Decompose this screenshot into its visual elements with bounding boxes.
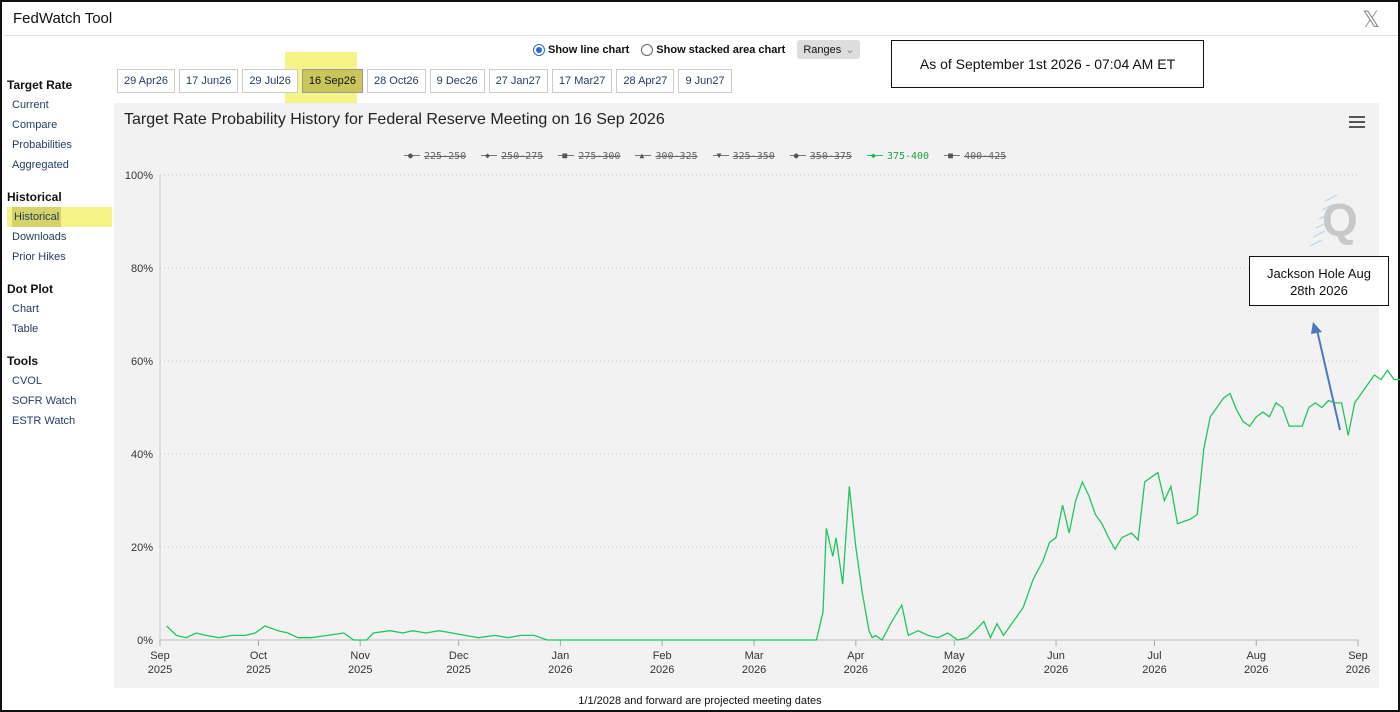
legend-label: 400-425 xyxy=(964,150,1007,162)
line-chart-label: Show line chart xyxy=(548,43,630,56)
jackson-hole-annotation: Jackson Hole Aug 28th 2026 xyxy=(1249,256,1389,306)
legend-marker-icon: ● xyxy=(404,151,420,161)
title-bar: FedWatch Tool 𝕏 xyxy=(4,4,1398,36)
tab-17-mar27[interactable]: 17 Mar27 xyxy=(551,69,613,93)
legend-marker-icon: ▼ xyxy=(712,151,729,161)
close-icon[interactable]: 𝕏 xyxy=(1362,8,1380,33)
legend-label: 325-350 xyxy=(732,150,775,162)
sidebar-item-prior-hikes[interactable]: Prior Hikes xyxy=(12,251,66,263)
sidebar-heading-historical: Historical xyxy=(7,190,62,204)
tab-9-dec26[interactable]: 9 Dec26 xyxy=(429,69,485,93)
tab-29-jul26[interactable]: 29 Jul26 xyxy=(242,69,298,93)
ranges-dropdown[interactable]: Ranges ⌄ xyxy=(797,40,861,59)
legend-item-300-325[interactable]: ▲ 300-325 xyxy=(635,149,698,163)
legend-label: 225-250 xyxy=(424,150,467,162)
tab-28-oct26[interactable]: 28 Oct26 xyxy=(367,69,426,93)
stacked-chart-radio[interactable] xyxy=(641,43,654,56)
chart-options: Show line chart Show stacked area chart … xyxy=(533,40,861,59)
tab-27-jan27[interactable]: 27 Jan27 xyxy=(488,69,548,93)
meeting-tabs: 29 Apr26 17 Jun26 29 Jul26 16 Sep26 28 Oct26… xyxy=(117,69,732,93)
stacked-chart-option[interactable]: Show stacked area chart xyxy=(641,43,786,56)
legend-marker-icon: ■ xyxy=(944,151,961,161)
line-chart-option[interactable]: Show line chart xyxy=(533,43,630,56)
legend-marker-icon: ◆ xyxy=(866,151,883,161)
sidebar-item-table[interactable]: Table xyxy=(12,323,39,335)
as-of-box: As of September 1st 2026 - 07:04 AM ET xyxy=(891,40,1204,88)
legend-label: 300-325 xyxy=(655,150,698,162)
legend-item-250-275[interactable]: ◆ 250-275 xyxy=(481,149,543,163)
legend-label: 250-275 xyxy=(501,150,544,162)
tab-9-jun27[interactable]: 9 Jun27 xyxy=(678,69,732,93)
legend-marker-icon: ▲ xyxy=(635,151,652,161)
chevron-down-icon: ⌄ xyxy=(845,44,855,56)
tab-28-apr27[interactable]: 28 Apr27 xyxy=(616,69,675,93)
legend-marker-icon: ● xyxy=(789,151,806,161)
sidebar-item-downloads[interactable]: Downloads xyxy=(12,231,67,243)
legend-item-275-300[interactable]: ■ 275-300 xyxy=(558,149,620,163)
legend-item-375-400[interactable]: ◆ 375-400 xyxy=(866,149,930,163)
sidebar: Target Rate Current Compare Probabilities Ag… xyxy=(7,75,112,431)
tab-29-apr26[interactable]: 29 Apr26 xyxy=(117,69,176,93)
legend-item-325-350[interactable]: ▼ 325-350 xyxy=(712,149,775,163)
legend-item-350-375[interactable]: ● 350-375 xyxy=(789,149,852,163)
annotation-line-2: 28th 2026 xyxy=(1290,283,1348,298)
legend-item-225-250[interactable]: ● 225-250 xyxy=(404,149,466,163)
hamburger-menu-icon[interactable] xyxy=(1349,116,1365,128)
sidebar-heading-tools: Tools xyxy=(7,354,39,368)
stacked-chart-label: Show stacked area chart xyxy=(656,43,786,56)
sidebar-item-historical[interactable]: Historical xyxy=(7,207,112,227)
sidebar-heading-dot-plot: Dot Plot xyxy=(7,282,53,296)
sidebar-item-estr-watch[interactable]: ESTR Watch xyxy=(12,415,76,427)
chart-legend: ● 225-250 ◆ 250-275 ■ 275-300 ▲ 300-325 ▼ 325-350… xyxy=(404,149,1021,163)
legend-label: 275-300 xyxy=(578,150,621,162)
sidebar-item-sofr-watch[interactable]: SOFR Watch xyxy=(12,395,77,407)
legend-label: 375-400 xyxy=(886,150,930,162)
sidebar-heading-target-rate: Target Rate xyxy=(7,78,73,92)
tab-16-sep26[interactable]: 16 Sep26 xyxy=(301,69,364,93)
sidebar-item-aggregated[interactable]: Aggregated xyxy=(12,159,69,171)
annotation-line-1: Jackson Hole Aug xyxy=(1266,266,1372,281)
legend-marker-icon: ■ xyxy=(558,151,575,161)
footnote: 1/1/2028 and forward are projected meeti… xyxy=(578,695,822,707)
line-chart-radio[interactable] xyxy=(533,43,545,56)
chart-title: Target Rate Probability History for Fede… xyxy=(124,111,665,128)
legend-marker-icon: ◆ xyxy=(481,151,498,161)
app-title: FedWatch Tool xyxy=(13,10,113,27)
sidebar-item-compare[interactable]: Compare xyxy=(12,119,58,131)
tab-17-jun26[interactable]: 17 Jun26 xyxy=(179,69,239,93)
sidebar-item-probabilities[interactable]: Probabilities xyxy=(12,139,72,151)
chart-panel: Target Rate Probability History for Fede… xyxy=(114,103,1379,688)
sidebar-item-current[interactable]: Current xyxy=(12,99,49,111)
legend-label: 350-375 xyxy=(809,150,852,162)
sidebar-item-chart[interactable]: Chart xyxy=(12,303,39,315)
sidebar-item-cvol[interactable]: CVOL xyxy=(12,375,42,387)
legend-item-400-425[interactable]: ■ 400-425 xyxy=(944,149,1006,163)
ranges-label: Ranges xyxy=(803,43,842,56)
